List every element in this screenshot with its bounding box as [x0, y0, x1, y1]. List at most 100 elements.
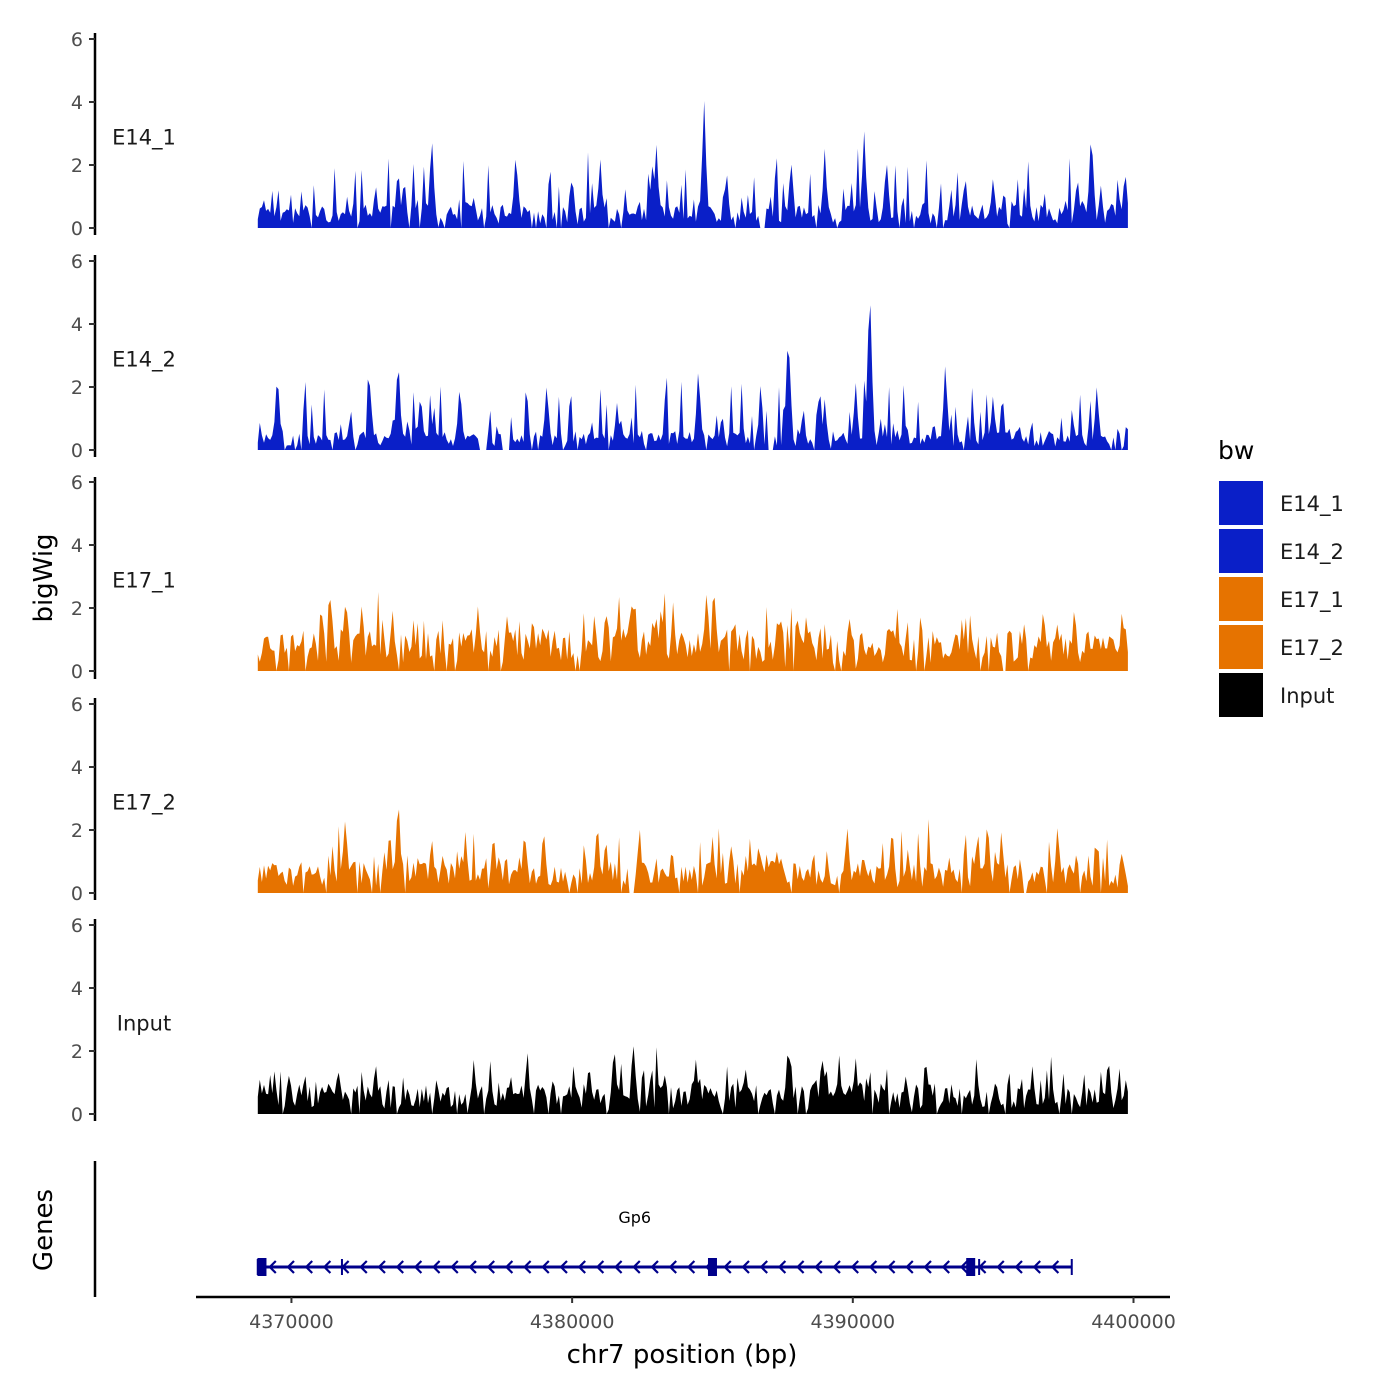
- strand-arrow: [959, 1260, 969, 1274]
- y-tick-label: 2: [71, 155, 83, 177]
- strand-arrow: [377, 1260, 386, 1274]
- track-e17-1: 0 2 4 6 E17_1: [71, 472, 1128, 683]
- strand-arrow: [523, 1260, 532, 1274]
- y-tick-label: 0: [71, 1104, 83, 1126]
- track-label: E14_2: [112, 348, 176, 373]
- strand-arrow: [1050, 1260, 1060, 1274]
- y-tick-label: 0: [71, 661, 83, 683]
- strand-arrow: [268, 1260, 277, 1274]
- x-tick-label: 4400000: [1091, 1311, 1176, 1333]
- strand-arrow: [868, 1260, 878, 1274]
- y-tick-label: 4: [71, 314, 83, 336]
- track-e14-2: 0 2 4 6 E14_2: [71, 251, 1128, 462]
- x-axis: 4370000 4380000 4390000 4400000: [196, 1295, 1176, 1333]
- x-tick-label: 4390000: [811, 1311, 896, 1333]
- strand-arrow: [814, 1260, 823, 1274]
- coverage-area-e14-1: [257, 101, 1128, 228]
- strand-arrow: [504, 1260, 514, 1274]
- track-e17-2: 0 2 4 6 E17_2: [71, 694, 1128, 905]
- gene-exon: [257, 1258, 267, 1276]
- strand-arrow: [614, 1260, 623, 1274]
- strand-arrow: [796, 1260, 805, 1274]
- track-label: E17_2: [112, 791, 176, 816]
- y-tick-label: 0: [71, 218, 83, 240]
- y-tick-label: 2: [71, 820, 83, 842]
- legend: bw E14_1 E14_2 E17_1 E17_2 Input: [1218, 436, 1344, 717]
- strand-arrow: [887, 1260, 896, 1274]
- strand-arrow: [322, 1260, 332, 1274]
- legend-key-e14-1: [1219, 481, 1263, 525]
- strand-arrow: [395, 1260, 404, 1274]
- strand-arrow: [686, 1260, 696, 1274]
- track-label: E17_1: [112, 569, 176, 594]
- y-tick-label: 0: [71, 883, 83, 905]
- strand-arrow: [468, 1260, 477, 1274]
- strand-arrow: [941, 1260, 950, 1274]
- y-tick-label: 6: [71, 251, 83, 273]
- strand-arrow: [541, 1260, 550, 1274]
- y-tick-label: 2: [71, 377, 83, 399]
- coverage-area-e14-2: [257, 305, 1128, 450]
- legend-key-input: [1219, 673, 1263, 717]
- track-e14-1: 0 2 4 6 E14_1: [71, 29, 1128, 240]
- gene-exon: [707, 1258, 717, 1276]
- legend-label: E14_2: [1280, 540, 1344, 565]
- track-input: 0 2 4 6 Input: [71, 915, 1128, 1126]
- genes-axis-title: Genes: [29, 1189, 59, 1271]
- strand-arrow: [741, 1260, 750, 1274]
- strand-arrow: [286, 1260, 295, 1274]
- strand-arrow: [759, 1260, 768, 1274]
- track-label: E14_1: [112, 126, 176, 151]
- strand-arrow: [632, 1260, 641, 1274]
- y-tick-label: 4: [71, 92, 83, 114]
- strand-arrow: [1014, 1260, 1023, 1274]
- strand-arrow: [1032, 1260, 1041, 1274]
- legend-title: bw: [1218, 436, 1254, 465]
- y-tick-label: 2: [71, 1041, 83, 1063]
- y-tick-label: 4: [71, 535, 83, 557]
- strand-arrow: [559, 1260, 568, 1274]
- x-tick-label: 4380000: [530, 1311, 615, 1333]
- strand-arrow: [359, 1260, 368, 1274]
- legend-label: E17_2: [1280, 636, 1344, 661]
- strand-arrow: [723, 1260, 732, 1274]
- gene-exon: [966, 1258, 976, 1276]
- gene-name-label: Gp6: [618, 1208, 651, 1227]
- y-axis-title: bigWig: [29, 533, 59, 622]
- y-tick-label: 4: [71, 757, 83, 779]
- strand-arrow: [850, 1260, 859, 1274]
- strand-arrow: [923, 1260, 932, 1274]
- coverage-area-e17-2: [257, 809, 1128, 893]
- strand-arrow: [450, 1260, 459, 1274]
- strand-arrow: [595, 1260, 605, 1274]
- legend-key-e17-1: [1219, 577, 1263, 621]
- y-tick-label: 4: [71, 978, 83, 1000]
- strand-arrow: [304, 1260, 313, 1274]
- strand-arrow: [650, 1260, 659, 1274]
- strand-arrow: [413, 1260, 423, 1274]
- legend-label: E14_1: [1280, 492, 1344, 517]
- x-tick-label: 4370000: [249, 1311, 334, 1333]
- strand-arrow: [486, 1260, 495, 1274]
- strand-arrow: [905, 1260, 914, 1274]
- strand-arrow: [777, 1260, 787, 1274]
- y-tick-label: 6: [71, 29, 83, 51]
- track-label: Input: [117, 1012, 171, 1036]
- coverage-area-input: [257, 1046, 1128, 1114]
- strand-arrow: [668, 1260, 677, 1274]
- y-tick-label: 0: [71, 440, 83, 462]
- gene-gp6: Gp6: [256, 1208, 1073, 1276]
- strand-arrow: [432, 1260, 441, 1274]
- legend-label: E17_1: [1280, 588, 1344, 613]
- tracks-layer: 0 2 4 6 E14_1 0 2 4 6 E14_2 0 2 4 6 E17_1 0 2 4 6 E17_2 0 2 4 6…: [71, 29, 1128, 1126]
- strand-arrow: [832, 1260, 841, 1274]
- x-axis-title: chr7 position (bp): [567, 1340, 798, 1370]
- coverage-area-e17-1: [257, 592, 1128, 671]
- y-tick-label: 2: [71, 598, 83, 620]
- strand-arrow: [577, 1260, 586, 1274]
- y-tick-label: 6: [71, 472, 83, 494]
- legend-label: Input: [1280, 684, 1334, 708]
- y-tick-label: 6: [71, 915, 83, 937]
